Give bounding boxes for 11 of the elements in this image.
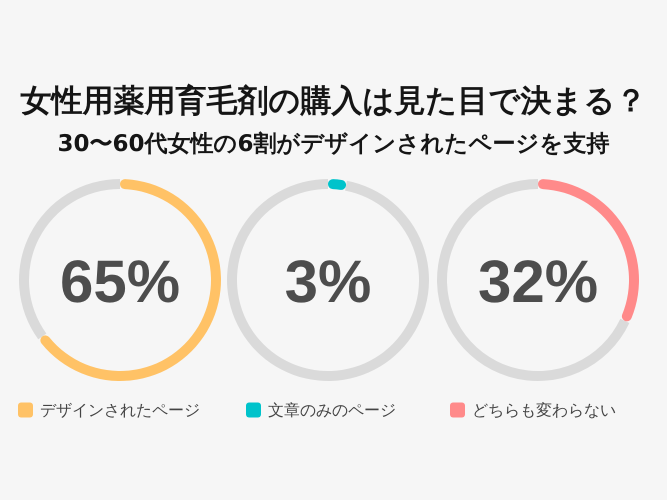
text: 30〜60代女性の6割がデザインされたページを支持 <box>57 131 610 157</box>
text: 女性用薬用育毛剤の購入は見た目で決まる？ <box>20 83 646 119</box>
donut-slice <box>328 179 346 190</box>
text: 3% <box>284 248 372 315</box>
donut-slice <box>40 179 221 381</box>
legend-label: どちらも変わらない <box>472 400 616 420</box>
legend-label: 文章のみのページ <box>268 400 396 420</box>
legend-label: デザインされたページ <box>40 400 200 420</box>
donut-slice <box>437 179 630 381</box>
text: 65% <box>60 248 180 315</box>
text: 32% <box>478 248 598 315</box>
